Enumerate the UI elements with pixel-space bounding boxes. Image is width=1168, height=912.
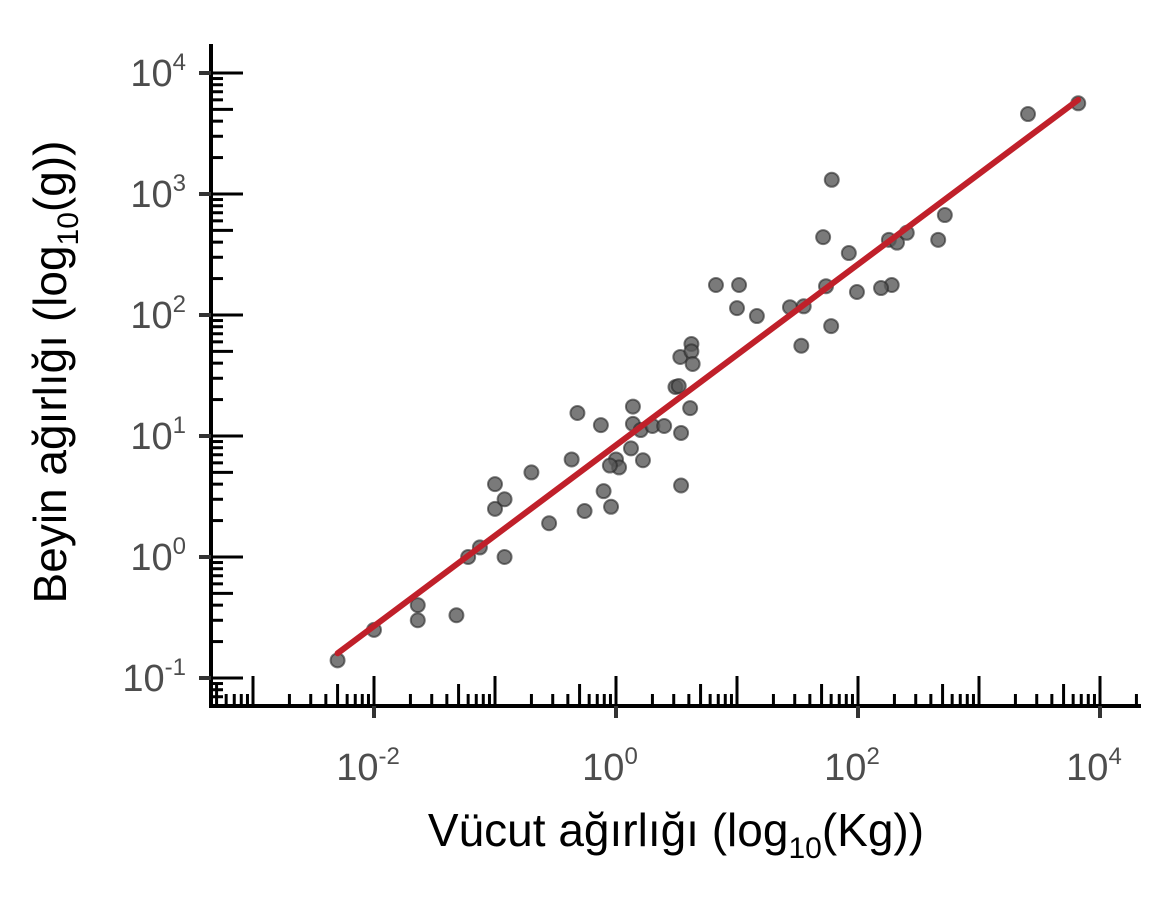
y-tick-label: 102: [130, 291, 186, 337]
data-point: [569, 404, 586, 421]
data-point: [815, 229, 832, 246]
data-point: [673, 477, 690, 494]
data-point: [603, 498, 620, 515]
data-point: [823, 318, 840, 335]
y-tick-label: 103: [130, 170, 186, 216]
major-ticks: [211, 71, 1102, 706]
data-point: [673, 424, 690, 441]
data-point: [731, 276, 748, 293]
data-point: [936, 207, 953, 224]
data-point: [840, 245, 857, 262]
data-point: [601, 457, 618, 474]
x-axis-title: Vücut ağırlığı (log10(Kg)): [428, 804, 924, 865]
data-point: [793, 337, 810, 354]
data-point: [624, 398, 641, 415]
data-point: [670, 377, 687, 394]
data-point: [409, 597, 426, 614]
data-point: [496, 491, 513, 508]
data-point: [656, 417, 673, 434]
data-point: [496, 549, 513, 565]
y-tick-label: 104: [130, 49, 186, 95]
data-point: [682, 400, 699, 417]
data-point: [930, 231, 947, 248]
data-point: [873, 280, 890, 297]
data-point: [1019, 106, 1036, 123]
x-tick-labels: 10-2 100 102 104: [336, 706, 1122, 789]
y-tick-label: 101: [130, 412, 186, 458]
data-point: [448, 607, 465, 624]
data-point: [487, 500, 503, 517]
x-tick-label: 100: [582, 743, 638, 789]
x-tick-label: 104: [1066, 743, 1122, 789]
data-point: [409, 612, 426, 629]
data-point: [592, 417, 609, 434]
y-tick-label: 10-1: [122, 654, 186, 700]
data-point: [576, 502, 593, 519]
data-point: [729, 300, 745, 317]
data-point: [823, 171, 840, 188]
y-tick-labels: 10-1 100 101 102 103 104: [122, 49, 211, 700]
data-point: [595, 483, 612, 500]
y-tick-label: 100: [130, 533, 186, 579]
data-point: [634, 452, 651, 469]
x-tick-label: 10-2: [336, 743, 400, 789]
regression-line: [334, 96, 1082, 657]
data-point: [487, 476, 503, 493]
data-point: [848, 283, 865, 300]
data-point: [523, 464, 540, 481]
data-point: [684, 355, 701, 372]
data-point: [563, 451, 580, 468]
data-point: [541, 515, 558, 532]
data-point: [748, 308, 765, 325]
data-point: [707, 276, 724, 293]
y-axis-title: Beyin ağırlığı (log10(g)): [24, 141, 85, 604]
x-tick-label: 102: [824, 743, 880, 789]
data-point: [622, 440, 639, 457]
